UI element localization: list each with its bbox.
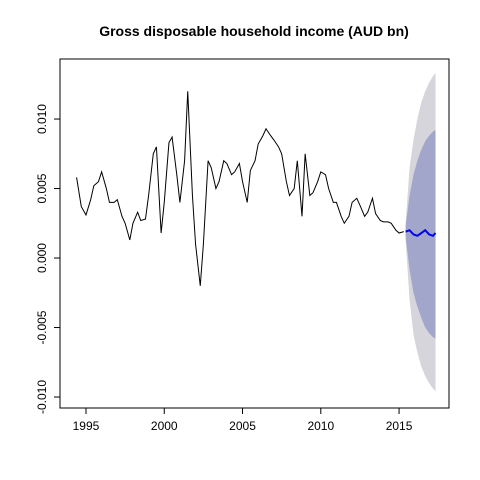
- forecast-line: [405, 228, 437, 237]
- y-tick-label: 0.005: [35, 173, 49, 203]
- y-tick-label: 0.000: [35, 243, 49, 273]
- x-tick-label: 2005: [229, 419, 256, 433]
- x-tick-label: 2000: [151, 419, 178, 433]
- chart-title: Gross disposable household income (AUD b…: [99, 23, 409, 39]
- x-tick-label: 1995: [73, 419, 100, 433]
- x-tick-label: 2015: [386, 419, 413, 433]
- y-tick-label: -0.010: [35, 380, 49, 414]
- plot-frame: [59, 58, 450, 409]
- x-tick-label: 2010: [307, 419, 334, 433]
- y-tick-label: -0.005: [35, 310, 49, 344]
- series-line: [76, 91, 404, 286]
- y-tick-label: 0.010: [35, 104, 49, 134]
